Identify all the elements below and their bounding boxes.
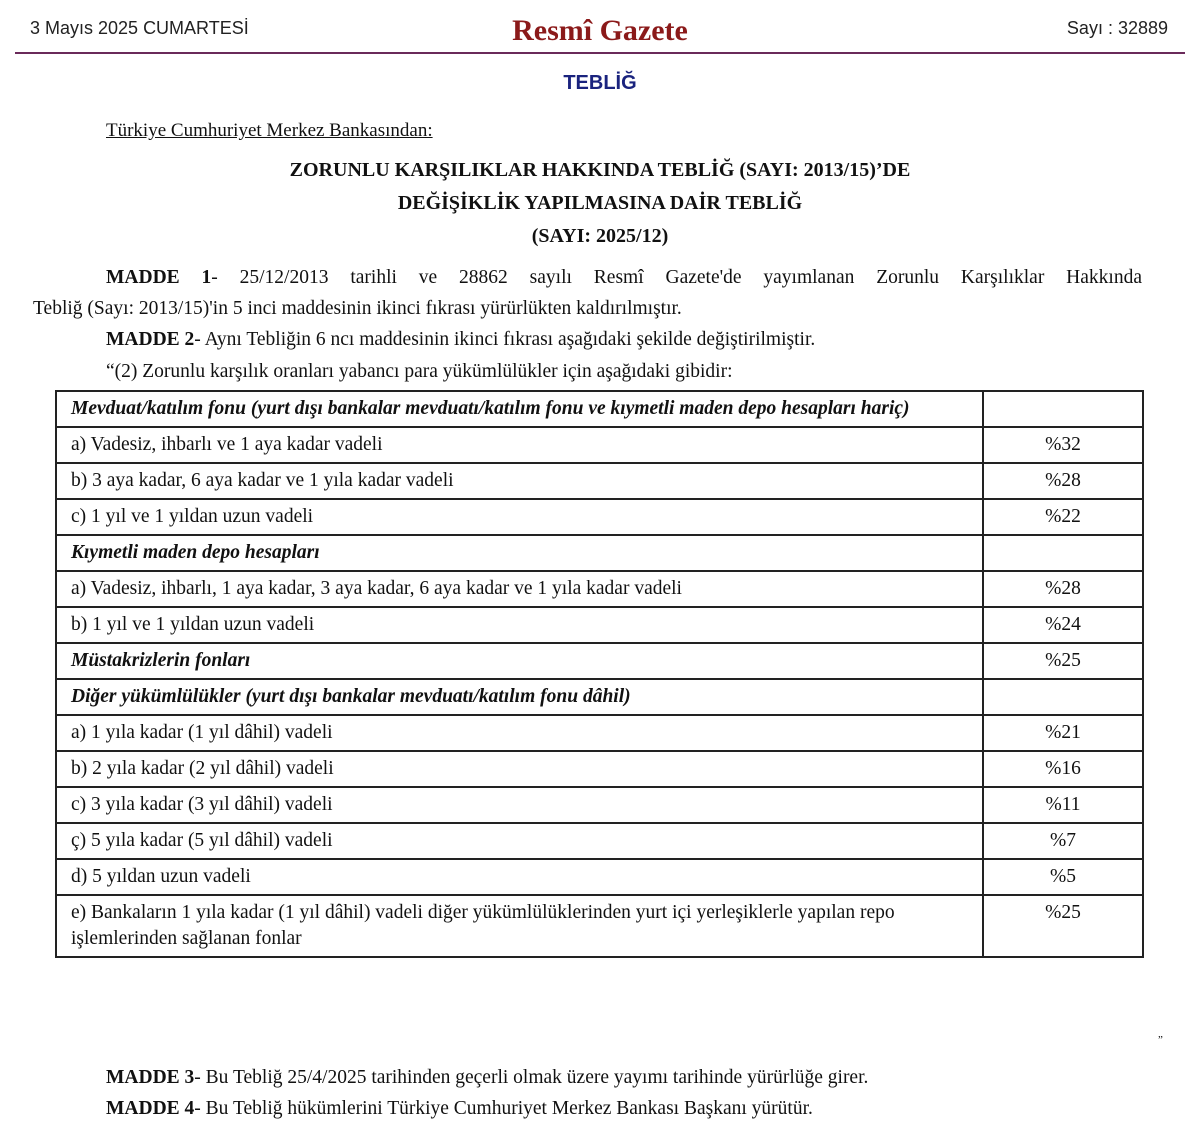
issue-date: 3 Mayıs 2025 CUMARTESİ <box>30 18 249 38</box>
row-ratio: %28 <box>982 570 1144 608</box>
row-label: a) 1 yıla kadar (1 yıl dâhil) vadeli <box>55 714 984 752</box>
issuer: Türkiye Cumhuriyet Merkez Bankasından: <box>106 120 433 141</box>
table-row: d) 5 yıldan uzun vadeli %5 <box>55 858 1144 896</box>
table-heading-row: Müstakrizlerin fonları %25 <box>55 642 1144 680</box>
row-ratio: %7 <box>982 822 1144 860</box>
row-ratio <box>982 390 1144 428</box>
title-line: ZORUNLU KARŞILIKLAR HAKKINDA TEBLİĞ (SAY… <box>289 159 911 181</box>
row-label: ç) 5 yıla kadar (5 yıl dâhil) vadeli <box>55 822 984 860</box>
table-heading-row: Diğer yükümlülükler (yurt dışı bankalar … <box>55 678 1144 716</box>
row-ratio <box>982 534 1144 572</box>
row-ratio: %22 <box>982 498 1144 536</box>
article-1-cont: Tebliğ (Sayı: 2013/15)'in 5 inci maddesi… <box>33 298 682 319</box>
row-ratio: %24 <box>982 606 1144 644</box>
table-row: e) Bankaların 1 yıla kadar (1 yıl dâhil)… <box>55 894 1144 958</box>
row-label: c) 3 yıla kadar (3 yıl dâhil) vadeli <box>55 786 984 824</box>
table-intro: “(2) Zorunlu karşılık oranları yabancı p… <box>106 361 733 382</box>
row-label: d) 5 yıldan uzun vadeli <box>55 858 984 896</box>
article-4: MADDE 4- Bu Tebliğ hükümlerini Türkiye C… <box>106 1098 813 1119</box>
row-label: e) Bankaların 1 yıla kadar (1 yıl dâhil)… <box>55 894 984 958</box>
issue-number: Sayı : 32889 <box>1066 18 1168 38</box>
row-ratio: %11 <box>982 786 1144 824</box>
row-ratio: %5 <box>982 858 1144 896</box>
table-heading-row: Kıymetli maden depo hesapları <box>55 534 1144 572</box>
row-label: Kıymetli maden depo hesapları <box>55 534 984 572</box>
row-label: Diğer yükümlülükler (yurt dışı bankalar … <box>55 678 984 716</box>
article-3: MADDE 3- Bu Tebliğ 25/4/2025 tarihinden … <box>106 1067 869 1088</box>
table-row: b) 3 aya kadar, 6 aya kadar ve 1 yıla ka… <box>55 462 1144 500</box>
row-label: Mevduat/katılım fonu (yurt dışı bankalar… <box>55 390 984 428</box>
row-label: b) 1 yıl ve 1 yıldan uzun vadeli <box>55 606 984 644</box>
row-ratio: %32 <box>982 426 1144 464</box>
row-label: b) 2 yıla kadar (2 yıl dâhil) vadeli <box>55 750 984 788</box>
gazette-title: Resmî Gazete <box>512 14 688 47</box>
article-2: MADDE 2- Aynı Tebliğin 6 ncı maddesinin … <box>106 329 816 350</box>
row-ratio: %25 <box>982 642 1144 680</box>
row-ratio <box>982 678 1144 716</box>
table-heading-row: Mevduat/katılım fonu (yurt dışı bankalar… <box>55 390 1144 428</box>
row-label: b) 3 aya kadar, 6 aya kadar ve 1 yıla ka… <box>55 462 984 500</box>
closing-quote: ” <box>1158 1034 1163 1046</box>
row-ratio: %21 <box>982 714 1144 752</box>
row-label: Müstakrizlerin fonları <box>55 642 984 680</box>
row-label: c) 1 yıl ve 1 yıldan uzun vadeli <box>55 498 984 536</box>
row-ratio: %25 <box>982 894 1144 958</box>
table-row: ç) 5 yıla kadar (5 yıl dâhil) vadeli %7 <box>55 822 1144 860</box>
table-row: c) 3 yıla kadar (3 yıl dâhil) vadeli %11 <box>55 786 1144 824</box>
table-row: a) Vadesiz, ihbarlı, 1 aya kadar, 3 aya … <box>55 570 1144 608</box>
document-title: ZORUNLU KARŞILIKLAR HAKKINDA TEBLİĞ (SAY… <box>0 154 1200 253</box>
row-label: a) Vadesiz, ihbarlı ve 1 aya kadar vadel… <box>55 426 984 464</box>
title-line: (SAYI: 2025/12) <box>531 225 669 247</box>
table-row: a) 1 yıla kadar (1 yıl dâhil) vadeli %21 <box>55 714 1144 752</box>
table-row: a) Vadesiz, ihbarlı ve 1 aya kadar vadel… <box>55 426 1144 464</box>
table-row: b) 2 yıla kadar (2 yıl dâhil) vadeli %16 <box>55 750 1144 788</box>
article-1: MADDE 1- 25/12/2013 tarihli ve 28862 say… <box>106 267 1142 288</box>
table-row: b) 1 yıl ve 1 yıldan uzun vadeli %24 <box>55 606 1144 644</box>
header-divider <box>15 52 1185 54</box>
row-ratio: %16 <box>982 750 1144 788</box>
table-row: c) 1 yıl ve 1 yıldan uzun vadeli %22 <box>55 498 1144 536</box>
row-ratio: %28 <box>982 462 1144 500</box>
title-line: DEĞİŞİKLİK YAPILMASINA DAİR TEBLİĞ <box>397 192 803 214</box>
reserve-ratio-table: Mevduat/katılım fonu (yurt dışı bankalar… <box>55 390 1144 958</box>
section-title: TEBLİĞ <box>563 72 637 94</box>
row-label: a) Vadesiz, ihbarlı, 1 aya kadar, 3 aya … <box>55 570 984 608</box>
